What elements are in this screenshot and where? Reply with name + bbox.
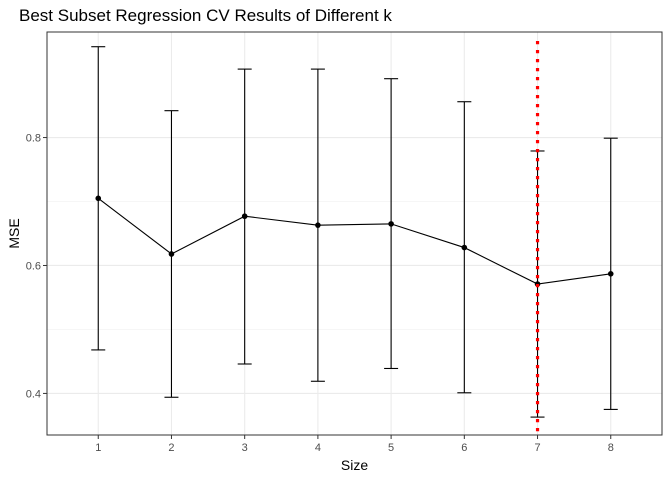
data-point (95, 195, 102, 202)
series-line (97, 197, 611, 285)
plot-border (46, 31, 663, 436)
y-axis: 0.4 0.6 0.8 (26, 133, 47, 400)
x-tick-label: 1 (95, 442, 101, 454)
x-axis-title: Size (341, 457, 368, 473)
x-tick-label: 3 (242, 442, 248, 454)
x-tick-label: 4 (315, 442, 321, 454)
data-point (315, 222, 321, 228)
chart-title: Best Subset Regression CV Results of Dif… (19, 6, 392, 25)
data-point (241, 213, 248, 220)
data-layer (91, 46, 618, 418)
x-tick-label: 5 (388, 442, 394, 454)
y-axis-title: MSE (6, 218, 22, 248)
data-point (607, 271, 614, 277)
y-tick-label: 0.4 (26, 388, 41, 400)
y-tick-label: 0.6 (26, 260, 41, 272)
data-point (461, 244, 468, 251)
data-point (168, 251, 175, 257)
plot-panel (47, 32, 662, 435)
data-point (388, 221, 394, 227)
plot-background (47, 32, 662, 435)
x-tick-label: 6 (461, 442, 467, 454)
x-axis: 1 2 3 4 5 6 7 8 (95, 435, 614, 454)
x-tick-label: 8 (608, 442, 614, 454)
x-tick-label: 2 (168, 442, 174, 454)
y-tick-label: 0.8 (26, 133, 41, 145)
x-tick-label: 7 (534, 442, 540, 454)
